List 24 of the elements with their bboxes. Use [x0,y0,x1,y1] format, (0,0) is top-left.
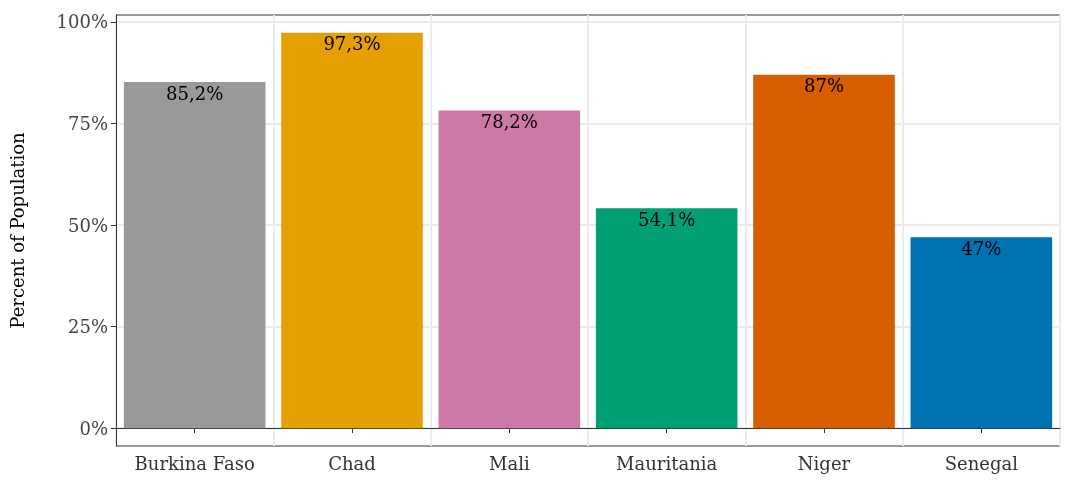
x-tick-label: Chad [328,452,376,474]
x-tick-label: Burkina Faso [134,452,255,474]
y-axis-title: Percent of Population [6,131,28,329]
x-tick-label: Niger [797,452,851,474]
data-label: 54,1% [638,208,696,230]
data-label: 87% [803,75,845,97]
y-tick-label: 25% [67,316,108,338]
bar [753,74,895,429]
x-tick-label: Mauritania [616,452,718,474]
data-label: 47% [961,237,1002,259]
x-tick-label: Mali [488,452,530,474]
data-label: 85,2% [166,82,224,104]
y-tick-label: 50% [67,214,108,236]
y-tick-label: 75% [67,112,108,134]
bar [438,110,581,429]
y-tick-label: 0% [79,417,108,439]
bar [281,32,423,429]
data-label: 97,3% [323,33,381,55]
x-tick-label: Senegal [944,452,1019,474]
bar [123,82,266,429]
bar [910,237,1053,429]
y-tick-label: 100% [56,11,108,33]
bar [595,208,738,429]
data-label: 78,2% [480,110,538,132]
